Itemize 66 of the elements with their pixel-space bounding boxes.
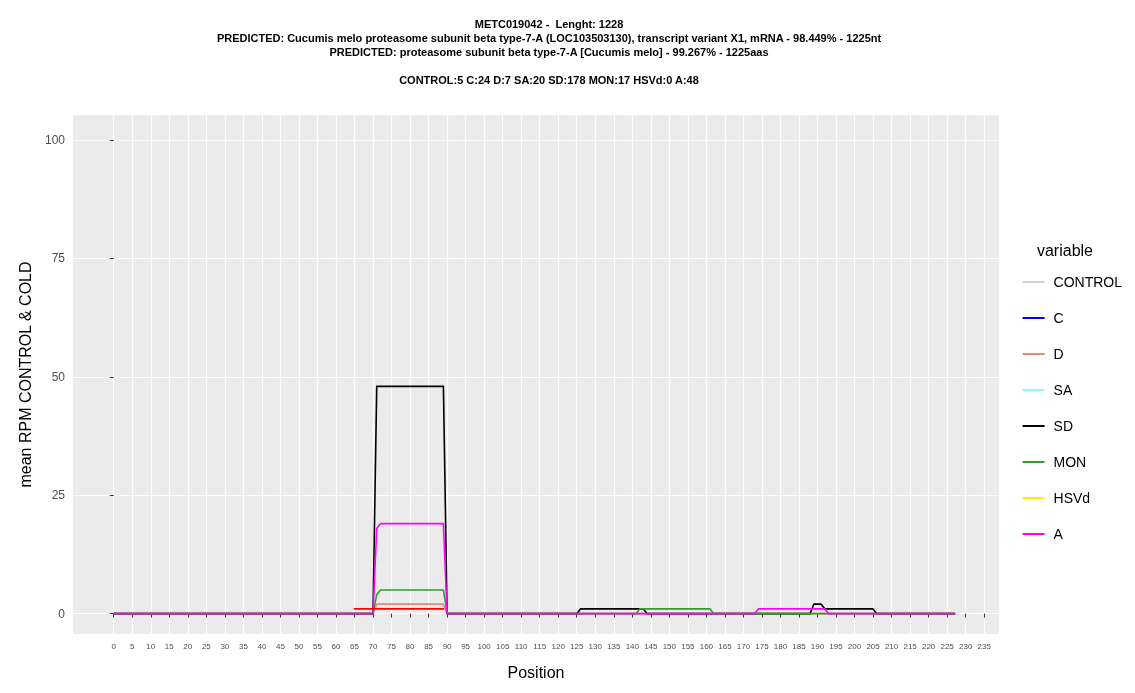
- x-tick-label: 135: [607, 641, 621, 651]
- x-tick-label: 190: [810, 641, 825, 651]
- y-tick-label: 100: [44, 133, 66, 148]
- x-tick-label: 120: [551, 641, 566, 651]
- x-tick-label: 160: [699, 641, 714, 651]
- x-tick-label: 20: [183, 641, 193, 651]
- y-tick-label: 0: [58, 606, 66, 621]
- x-tick-label: 5: [130, 641, 136, 651]
- x-tick-label: 90: [442, 641, 453, 651]
- legend-label: SD: [1053, 418, 1073, 434]
- x-tick-label: 110: [514, 641, 529, 651]
- x-tick-label: 30: [220, 641, 230, 651]
- x-tick-label: 10: [146, 641, 156, 651]
- chart-subtitle: CONTROL:5 C:24 D:7 SA:20 SD:178 MON:17 HSVd:0 A:48: [399, 73, 699, 86]
- x-tick-label: 140: [625, 641, 640, 651]
- x-tick-label: 50: [294, 641, 304, 651]
- y-tick-label: 75: [51, 251, 66, 266]
- x-tick-label: 115: [533, 641, 547, 651]
- x-tick-label: 100: [477, 641, 492, 651]
- x-tick-label: 225: [940, 641, 955, 651]
- x-tick-label: 25: [201, 641, 212, 651]
- legend-label: D: [1053, 346, 1064, 362]
- x-tick-label: 210: [884, 641, 899, 651]
- x-tick-label: 215: [903, 641, 918, 651]
- x-tick-label: 150: [662, 641, 677, 651]
- legend-label: MON: [1053, 454, 1087, 470]
- x-tick-label: 200: [847, 641, 862, 651]
- x-axis-title: Position: [507, 663, 565, 681]
- x-tick-label: 165: [718, 641, 733, 651]
- x-tick-label: 145: [644, 641, 659, 651]
- y-tick-label: 25: [51, 488, 66, 503]
- legend-title: variable: [1036, 241, 1094, 259]
- legend-label: CONTROL: [1053, 274, 1123, 290]
- x-tick-label: 85: [424, 641, 434, 651]
- x-tick-label: 60: [331, 641, 341, 651]
- x-tick-label: 155: [681, 641, 696, 651]
- x-tick-label: 105: [495, 641, 510, 651]
- x-tick-label: 125: [570, 641, 584, 651]
- x-tick-label: 45: [275, 641, 286, 651]
- x-tick-label: 220: [921, 641, 936, 651]
- x-tick-label: 65: [350, 641, 360, 651]
- x-tick-label: 0: [111, 641, 117, 651]
- x-tick-label: 205: [866, 641, 881, 651]
- x-tick-label: 130: [588, 641, 603, 651]
- x-tick-label: 40: [257, 641, 267, 651]
- chart-title: METC019042 - Lenght: 1228 PREDICTED: Cucumis melo proteasome subunit beta type-7-A (LOC103503130), transcript variant X1, mRNA - 98.449% - 1225nt PREDICTED: proteasome subunit beta type-7-A [Cucumis melo] - 99.267% - 1225aas: [216, 17, 882, 58]
- x-tick-label: 185: [792, 641, 807, 651]
- x-tick-label: 95: [461, 641, 471, 651]
- x-tick-label: 180: [773, 641, 788, 651]
- x-tick-label: 80: [405, 641, 416, 651]
- y-axis-title: mean RPM CONTROL & COLD: [16, 261, 34, 488]
- x-tick-label: 230: [958, 641, 973, 651]
- x-tick-label: 235: [977, 641, 992, 651]
- x-tick-label: 15: [164, 641, 175, 651]
- y-tick-label: 50: [51, 369, 66, 384]
- x-tick-label: 35: [238, 641, 249, 651]
- x-tick-label: 195: [829, 641, 844, 651]
- x-tick-label: 170: [736, 641, 751, 651]
- legend-label: C: [1053, 310, 1064, 326]
- x-tick-label: 55: [313, 641, 323, 651]
- legend-label: HSVd: [1053, 490, 1091, 506]
- legend-label: SA: [1053, 382, 1073, 398]
- x-tick-label: 70: [368, 641, 379, 651]
- x-tick-label: 75: [387, 641, 397, 651]
- x-tick-label: 175: [755, 641, 770, 651]
- legend-label: A: [1053, 526, 1064, 542]
